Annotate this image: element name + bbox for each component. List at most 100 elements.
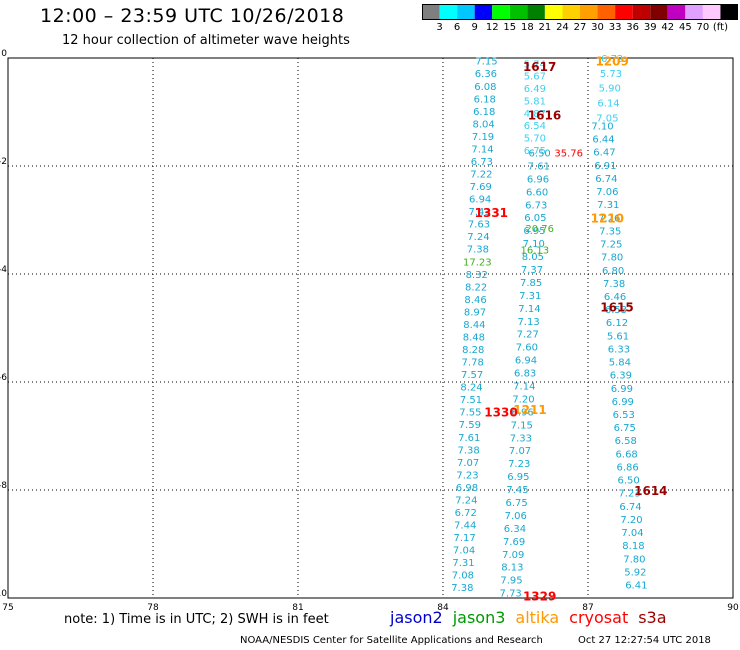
wave-height-value: 7.38 (467, 245, 489, 256)
color-scale-label: 12 (485, 22, 499, 33)
wave-height-value: 7.31 (597, 200, 619, 211)
wave-height-value: 5.70 (524, 133, 546, 144)
wave-height-value: 7.23 (618, 489, 640, 500)
wave-height-value: 6.99 (611, 384, 633, 395)
wave-height-value: 5.81 (524, 96, 546, 107)
wave-height-value: 7.44 (454, 521, 476, 532)
y-tick-label: -6 (0, 373, 7, 383)
wave-height-value: 6.34 (504, 524, 526, 535)
wave-height-value: 6.94 (469, 195, 491, 206)
color-scale-labels: 3 6 9 12 15 18 21 24 27 30 33 36 39 42 45 70 (ft) (422, 22, 738, 36)
x-tick-label: 78 (147, 603, 159, 613)
wave-height-value: 6.46 (604, 292, 626, 303)
wave-height-value: 5.92 (624, 567, 646, 578)
wave-height-value: 7.43 (468, 207, 490, 218)
color-swatch (457, 4, 475, 20)
wave-height-value: 7.60 (516, 343, 538, 354)
wave-height-value: 6.75 (614, 423, 636, 434)
wave-height-value: 7.07 (509, 446, 531, 457)
x-tick-label: 84 (437, 603, 449, 613)
wave-height-value: 7.38 (603, 279, 625, 290)
wave-height-value: 7.24 (455, 495, 477, 506)
x-tick-label: 90 (727, 603, 739, 613)
color-scale-label: 9 (471, 22, 478, 33)
color-swatch (702, 4, 721, 20)
wave-height-value: 7.33 (510, 433, 532, 444)
wave-height-value: 5.90 (599, 84, 621, 95)
wave-height-value: 7.57 (461, 370, 483, 381)
wave-height-value: 7.55 (459, 408, 481, 419)
color-scale-label: 42 (661, 22, 675, 33)
wave-height-value: 6.18 (473, 107, 495, 118)
wave-height-value: 6.05 (524, 213, 546, 224)
wave-height-value: 6.95 (507, 472, 529, 483)
wave-height-value: 6.39 (610, 371, 632, 382)
wave-height-value: 7.20 (620, 515, 642, 526)
wave-height-value: 7.10 (591, 122, 613, 133)
legend-entry-jason3: jason3 (452, 608, 506, 627)
wave-height-value: 7.95 (500, 576, 522, 587)
wave-height-value: 7.14 (513, 381, 535, 392)
wave-height-value: 7.23 (508, 459, 530, 470)
color-scale-label: 18 (520, 22, 534, 33)
wave-height-value: 6.83 (514, 369, 536, 380)
pass-time-label: 1616 (528, 109, 561, 123)
wave-height-value: 8.05 (522, 252, 544, 263)
wave-height-value: 7.61 (458, 433, 480, 444)
wave-height-value: 4.87 (524, 109, 546, 120)
satellite-legend: jason2 jason3 altika cryosat s3a (390, 608, 677, 627)
wave-height-value: 8.48 (463, 332, 485, 343)
wave-height-value: 7.04 (621, 528, 643, 539)
wave-height-value: 6.12 (606, 318, 628, 329)
wave-height-value: 6.33 (608, 344, 630, 355)
wave-height-value: 8.13 (501, 563, 523, 574)
wave-height-value: 6.14 (597, 99, 619, 110)
wave-height-value: 7.45 (506, 485, 528, 496)
color-swatch (650, 4, 668, 20)
wave-height-value: 8.22 (465, 282, 487, 293)
pass-time-label: 1329 (523, 589, 556, 603)
wave-height-value: 6.99 (612, 397, 634, 408)
wave-height-value: 6.80 (602, 266, 624, 277)
wave-height-value: 5.61 (607, 331, 629, 342)
wave-height-value: 7.59 (459, 420, 481, 431)
wave-height-value: 7.25 (600, 240, 622, 251)
wave-height-value: 6.74 (619, 502, 641, 513)
color-scale-label: (ft) (712, 22, 728, 33)
color-scale-label: 45 (678, 22, 692, 33)
wave-height-value: 8.46 (464, 295, 486, 306)
wave-height-value: 7.15 (475, 57, 497, 68)
wave-height-value: 7.17 (454, 533, 476, 544)
wave-height-value: 6.58 (615, 436, 637, 447)
wave-height-value: 7.14 (518, 304, 540, 315)
pass-time-label: 1330 (484, 406, 517, 420)
color-swatch (527, 4, 545, 20)
pass-time-label: 1614 (634, 484, 667, 498)
wave-height-value: 7.69 (470, 182, 492, 193)
pass-time-label: 1209 (595, 55, 628, 69)
wave-height-value: 6.72 (601, 54, 623, 65)
wave-height-value: 7.20 (512, 394, 534, 405)
wave-height-value: 7.14 (471, 144, 493, 155)
wave-height-value: 7.15 (511, 420, 533, 431)
color-scale-bar (422, 4, 738, 20)
wave-height-value: 7.31 (452, 558, 474, 569)
color-swatch (667, 4, 686, 20)
credit-text: NOAA/NESDIS Center for Satellite Applica… (240, 635, 543, 646)
wave-height-value: 20.76 (525, 224, 554, 235)
color-swatch (562, 4, 580, 20)
wave-height-value: 6.47 (593, 148, 615, 159)
color-swatch (509, 4, 528, 20)
color-swatch (439, 4, 458, 20)
wave-height-value: 7.13 (517, 317, 539, 328)
wave-height-value: 6.44 (592, 135, 614, 146)
wave-height-value: 6.53 (613, 410, 635, 421)
wave-height-value: 8.44 (463, 320, 485, 331)
color-swatch (474, 4, 493, 20)
y-tick-label: -2 (0, 157, 7, 167)
wave-height-value: 6.36 (475, 69, 497, 80)
wave-height-value: 6.60 (526, 187, 548, 198)
color-scale-label: 39 (643, 22, 657, 33)
wave-height-value: 6.95 (523, 226, 545, 237)
